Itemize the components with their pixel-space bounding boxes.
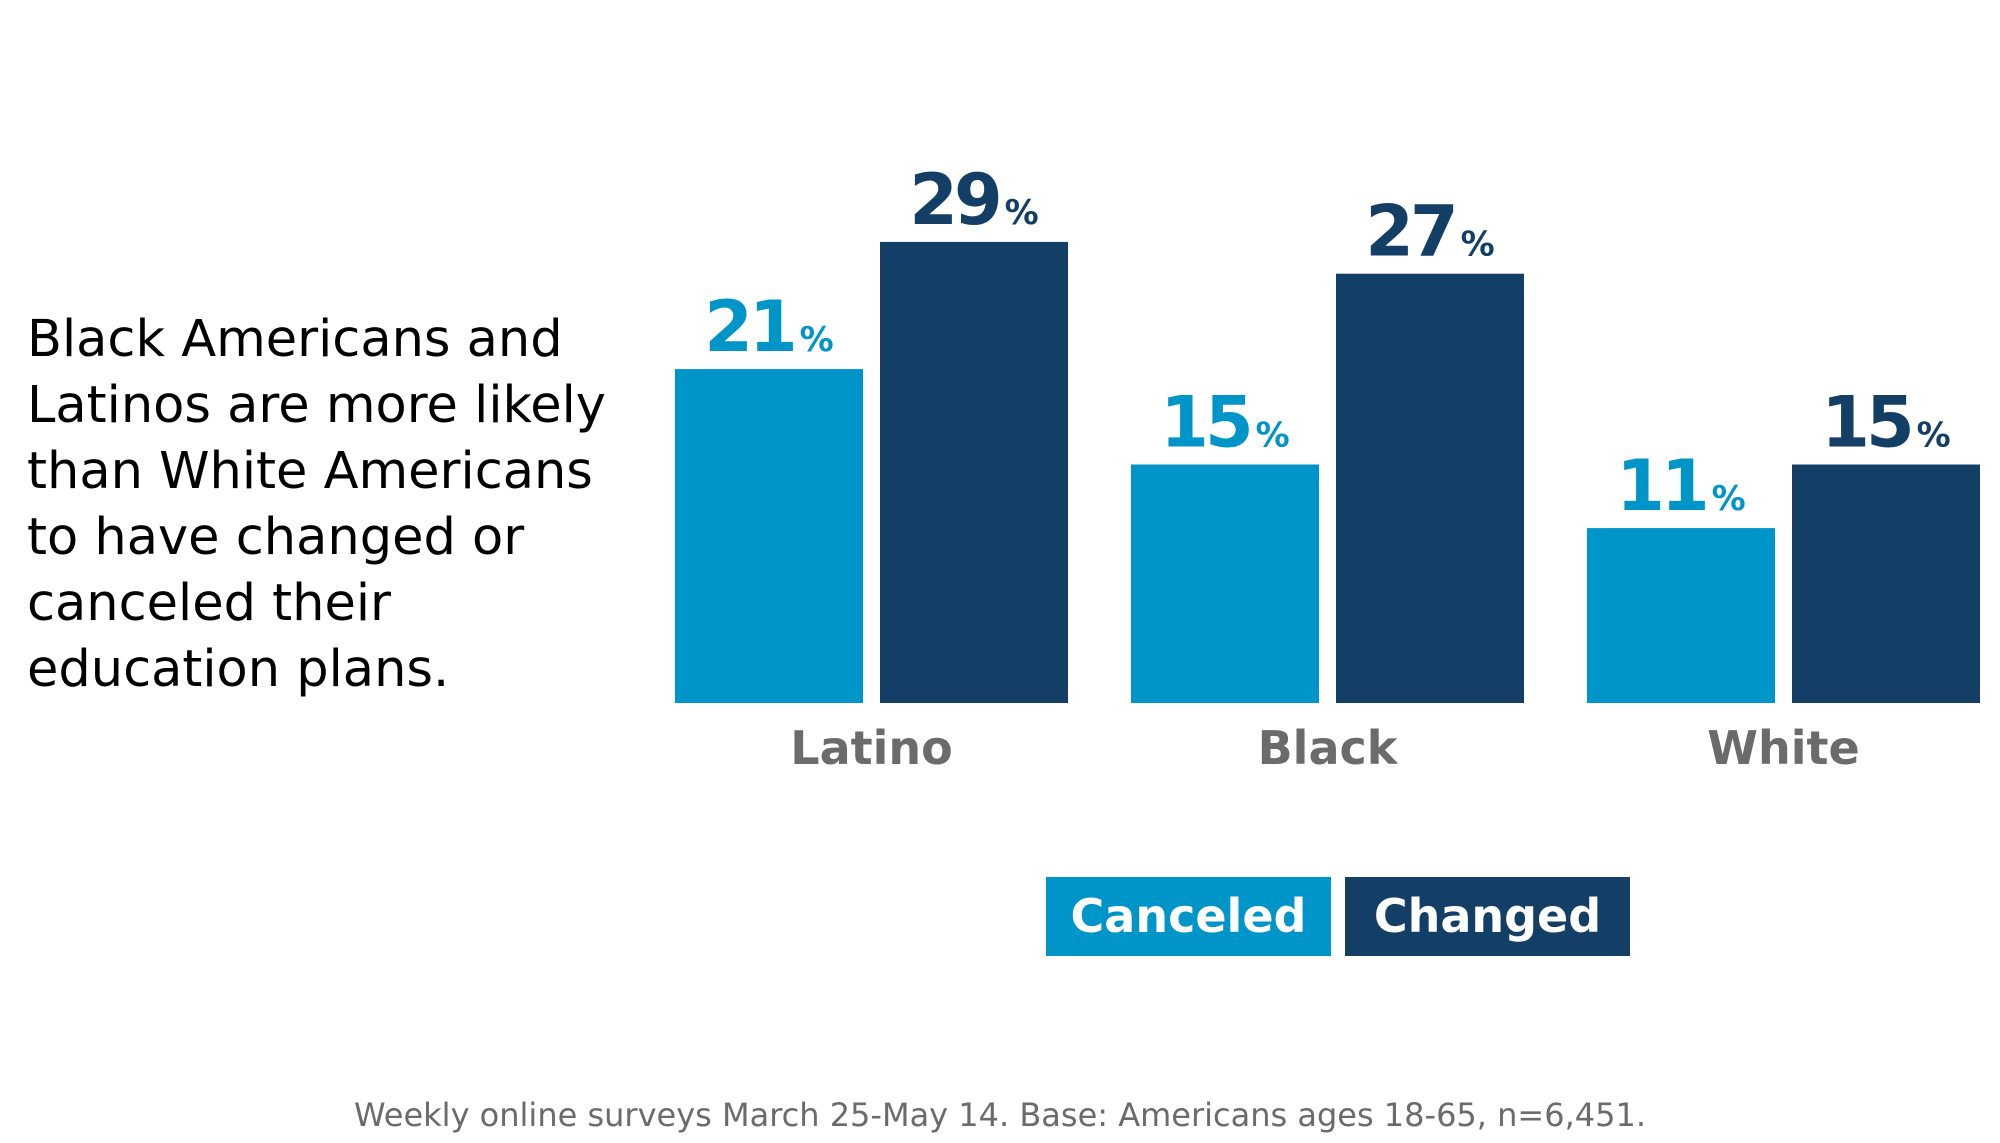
category-label-white: White xyxy=(1707,721,1859,775)
value-percent-sign: % xyxy=(1712,479,1746,519)
value-number: 11 xyxy=(1616,445,1705,527)
value-label: 27% xyxy=(1365,191,1495,273)
value-percent-sign: % xyxy=(800,320,834,360)
subtitle-line: Latinos are more likely xyxy=(27,376,606,435)
value-number: 21 xyxy=(704,286,793,368)
bar-changed-white xyxy=(1792,464,1980,703)
legend-label-canceled: Canceled xyxy=(1071,889,1307,943)
value-number: 15 xyxy=(1821,382,1910,464)
subtitle-line: than White Americans xyxy=(27,442,593,501)
legend-swatch-canceled xyxy=(1046,877,1331,956)
value-label: 29% xyxy=(909,159,1039,241)
category-label-black: Black xyxy=(1258,721,1399,775)
value-label: 21% xyxy=(704,286,834,368)
bar-canceled-white xyxy=(1587,528,1775,703)
value-label: 15% xyxy=(1821,382,1951,464)
bar-canceled-black xyxy=(1131,464,1319,703)
subtitle-line: canceled their xyxy=(27,574,391,633)
value-number: 27 xyxy=(1365,191,1454,273)
value-labels-group: 21 %29 %15 %27 %11 %15% xyxy=(704,159,1951,527)
value-number: 15 xyxy=(1160,382,1249,464)
footnote: Weekly online surveys March 25-May 14. B… xyxy=(354,1096,1646,1134)
value-label: 15% xyxy=(1160,382,1290,464)
value-percent-sign: % xyxy=(1917,416,1951,456)
bars-group xyxy=(675,241,1980,703)
value-percent-sign: % xyxy=(1005,193,1039,233)
category-label-latino: Latino xyxy=(790,721,952,775)
subtitle-line: to have changed or xyxy=(27,508,524,567)
legend-label-changed: Changed xyxy=(1374,889,1601,943)
value-number: 29 xyxy=(909,159,999,241)
legend-swatch-changed xyxy=(1345,877,1630,956)
bar-changed-black xyxy=(1336,273,1524,703)
bar-canceled-latino xyxy=(675,369,863,703)
subtitle-line: education plans. xyxy=(27,640,449,699)
value-percent-sign: % xyxy=(1256,416,1290,456)
legend: Canceled Changed xyxy=(1046,877,1630,956)
value-percent-sign: % xyxy=(1461,225,1495,265)
bar-changed-latino xyxy=(880,241,1068,703)
category-labels-group: Latino Black White xyxy=(790,721,1859,775)
value-label: 11% xyxy=(1616,445,1746,527)
subtitle-line: Black Americans and xyxy=(27,310,563,369)
chart-subtitle: Black Americans and Latinos are more like… xyxy=(27,310,606,699)
